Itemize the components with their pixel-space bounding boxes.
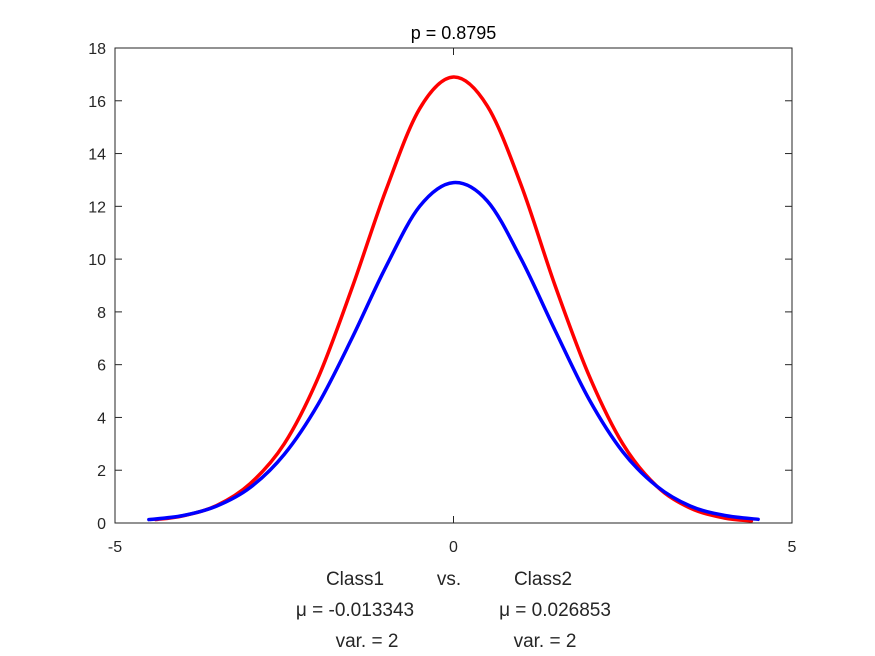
y-tick-label: 6 (97, 358, 106, 375)
series-line-2 (147, 180, 760, 522)
series-layer (147, 75, 760, 523)
y-tick-label: 8 (97, 305, 106, 322)
y-tick-label: 0 (97, 516, 106, 533)
y-tick-label: 14 (88, 147, 106, 164)
plot-area (115, 48, 792, 523)
caption-class1: Class1 (326, 569, 384, 590)
y-tick-label: 12 (88, 199, 106, 216)
x-tick-label: -5 (108, 539, 122, 556)
caption-var-class2: var. = 2 (514, 631, 577, 652)
y-tick-label: 10 (88, 252, 106, 269)
caption-mu-class2: μ = 0.026853 (499, 600, 611, 621)
chart-title: p = 0.8795 (411, 23, 497, 43)
caption-mu-class1: μ = -0.013343 (296, 600, 414, 621)
y-tick-label: 18 (88, 41, 106, 58)
y-tick-label: 16 (88, 94, 106, 111)
y-tick-label: 4 (97, 410, 106, 427)
caption-class2: Class2 (514, 569, 572, 590)
x-tick-label: 0 (449, 539, 458, 556)
x-tick-label: 5 (788, 539, 797, 556)
y-tick-label: 2 (97, 463, 106, 480)
caption-vs: vs. (437, 569, 461, 590)
caption-var-class1: var. = 2 (336, 631, 399, 652)
